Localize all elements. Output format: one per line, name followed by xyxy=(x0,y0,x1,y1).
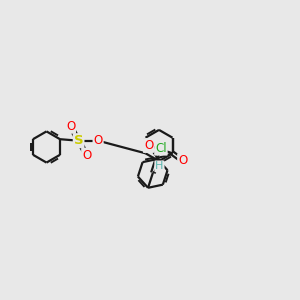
Text: Cl: Cl xyxy=(155,142,167,155)
Text: O: O xyxy=(144,139,153,152)
Text: O: O xyxy=(82,148,91,162)
Text: S: S xyxy=(74,134,83,147)
Text: O: O xyxy=(178,154,187,167)
Text: O: O xyxy=(66,120,75,133)
Text: O: O xyxy=(94,134,103,147)
Text: H: H xyxy=(155,161,164,171)
